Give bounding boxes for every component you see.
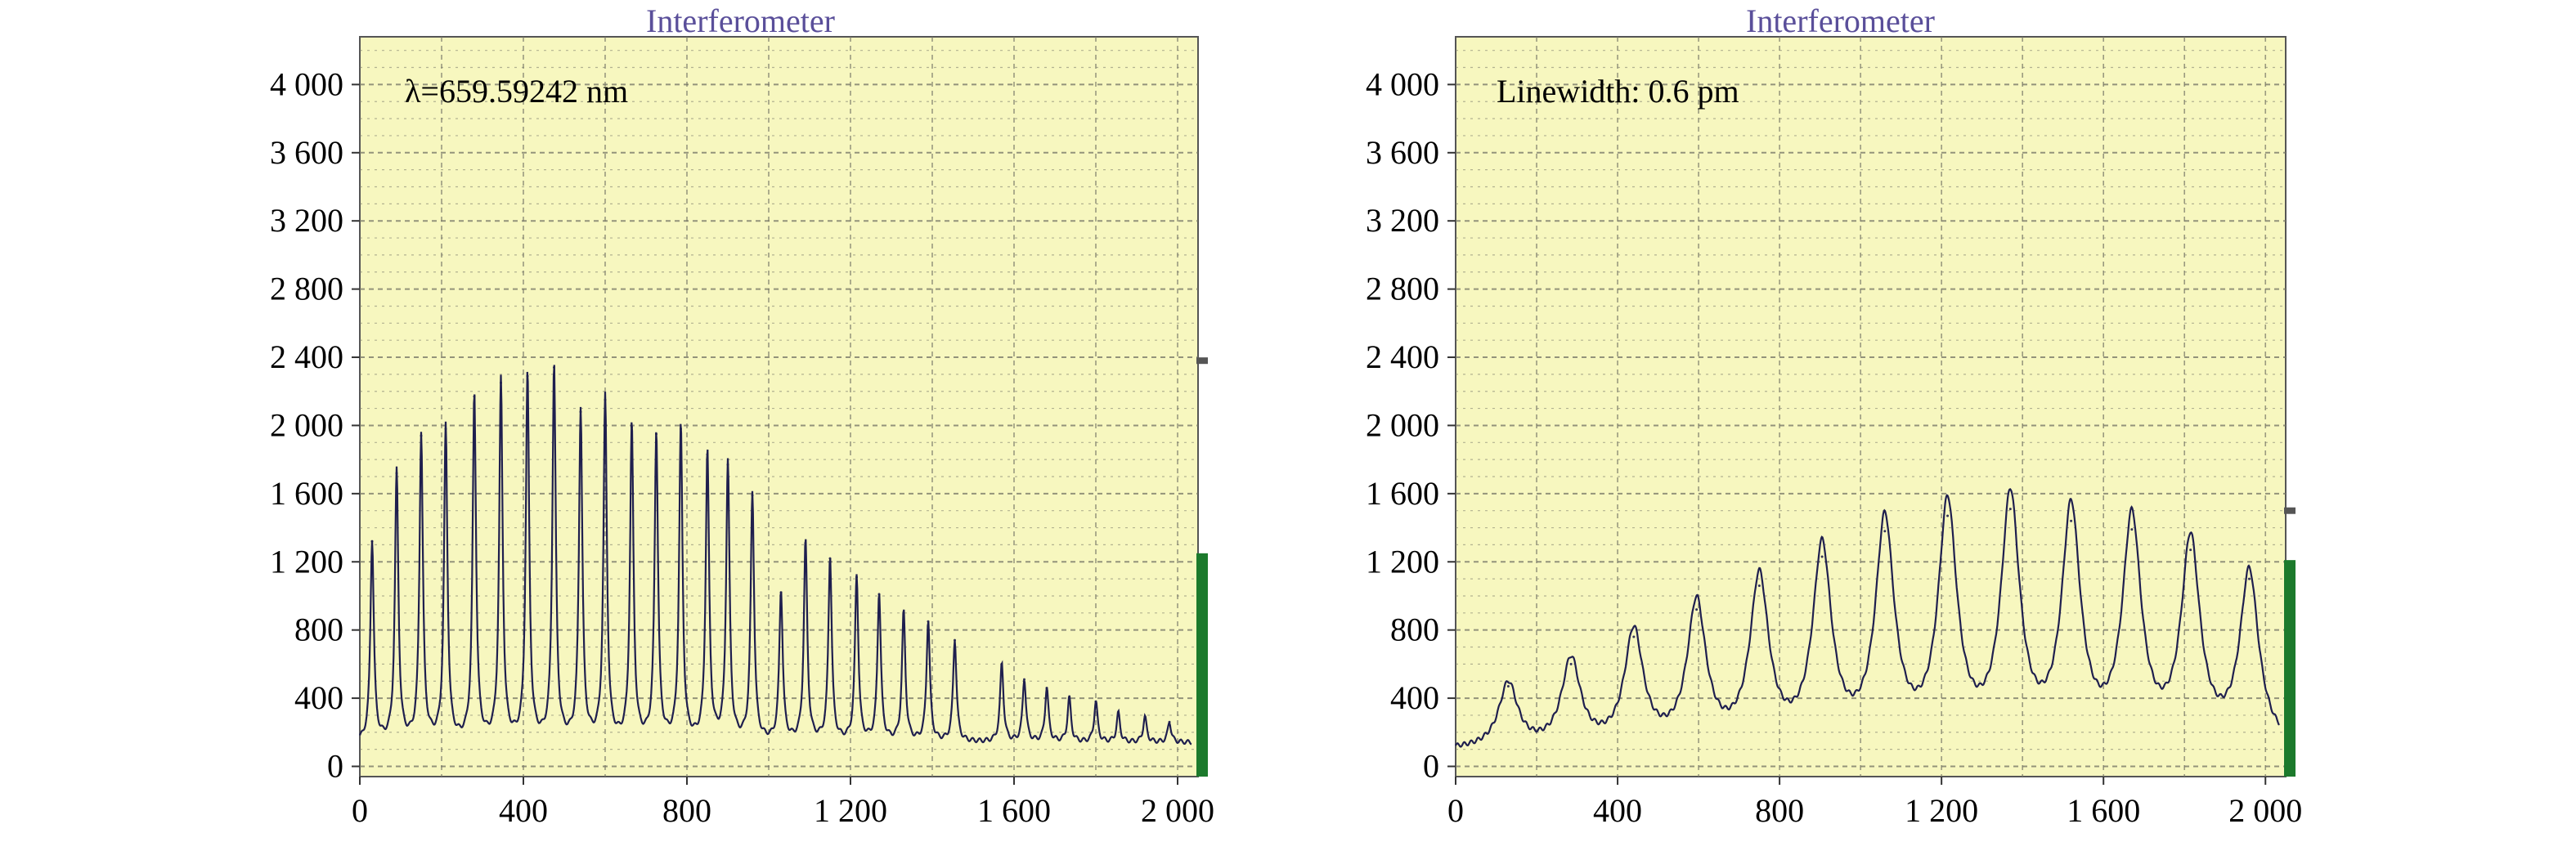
peak-point: [500, 381, 502, 384]
peak-point: [526, 374, 529, 378]
peak-point: [1117, 712, 1120, 715]
y-tick-label: 2 800: [270, 271, 343, 307]
peak-point: [954, 638, 956, 642]
peak-point: [395, 472, 398, 475]
x-tick-label: 400: [499, 792, 548, 829]
peak-point: [420, 434, 423, 437]
chart-panel-right: Interferometer 0 400 800 1 200 1 600 2 000 2 4…: [1288, 0, 2576, 842]
level-bar: [2284, 560, 2296, 777]
peak-point: [927, 620, 930, 623]
level-bar: [1196, 553, 1208, 777]
peak-point: [444, 428, 447, 431]
y-tick-label: 400: [1390, 679, 1439, 716]
peak-point: [1632, 635, 1636, 638]
x-tick-label: 1 600: [2067, 792, 2140, 829]
y-tick-label: 800: [1390, 611, 1439, 648]
peak-point: [1506, 684, 1510, 687]
y-tick-label: 3 200: [1366, 202, 1439, 239]
peak-point: [902, 611, 905, 615]
peak-point: [631, 426, 633, 429]
peak-point: [1023, 678, 1025, 681]
peak-point: [2008, 508, 2012, 511]
x-tick-label: 1 600: [977, 792, 1051, 829]
y-tick-label: 3 600: [270, 134, 343, 171]
peak-point: [1569, 662, 1573, 665]
y-tick-label: 4 000: [1366, 65, 1439, 102]
x-tick-label: 2 000: [1141, 792, 1214, 829]
line-chart: 0 400 800 1 200 1 600 2 000 2 400 2 800 3 200 3 6…: [1366, 36, 2302, 829]
peak-point: [2130, 528, 2134, 531]
peak-point: [726, 463, 729, 466]
peak-point: [751, 494, 754, 497]
peak-point: [2070, 519, 2073, 522]
peak-point: [855, 576, 858, 579]
y-tick-label: 1 600: [1366, 475, 1439, 512]
x-tick-label: 1 200: [814, 792, 887, 829]
peak-point: [828, 557, 832, 560]
peak-point: [1883, 530, 1887, 533]
y-tick-label: 3 600: [1366, 134, 1439, 171]
plot-area: [1455, 36, 2287, 777]
chart-title: Interferometer: [1746, 2, 1935, 39]
peak-point: [1946, 514, 1950, 517]
y-tick-label: 400: [294, 679, 343, 716]
peak-point: [579, 410, 582, 414]
peak-point: [2189, 549, 2192, 552]
x-tick-label: 400: [1593, 792, 1642, 829]
y-tick-label: 0: [327, 747, 343, 784]
chart-panel-left: Interferometer 0 400 800 1 200 1 600 2 000 2 4…: [270, 2, 1214, 829]
peak-point: [706, 453, 709, 456]
x-tick-label: 0: [352, 792, 368, 829]
peak-point: [1094, 700, 1097, 703]
level-marker: [2284, 507, 2296, 514]
peak-point: [2247, 577, 2251, 580]
y-tick-label: 2 000: [1366, 406, 1439, 443]
peak-point: [779, 591, 783, 594]
y-tick-label: 2 000: [270, 406, 343, 443]
peak-point: [804, 541, 807, 544]
peak-point: [473, 395, 476, 398]
y-tick-label: 1 200: [1366, 543, 1439, 580]
signal-line: [1455, 488, 2280, 748]
y-tick-label: 2 400: [1366, 338, 1439, 375]
annotation-label: λ=659.59242 nm: [405, 73, 628, 110]
x-tick-label: 0: [1447, 792, 1464, 829]
y-tick-label: 2 800: [1366, 271, 1439, 307]
peak-point: [370, 540, 374, 543]
x-tick-label: 800: [662, 792, 711, 829]
y-tick-label: 0: [1423, 747, 1439, 784]
peak-point: [1000, 662, 1003, 665]
peak-point: [1168, 720, 1171, 723]
annotation-label: Linewidth: 0.6 pm: [1497, 73, 1739, 110]
y-tick-label: 800: [294, 611, 343, 648]
level-marker: [1196, 357, 1208, 365]
peak-point: [1820, 555, 1824, 558]
y-tick-label: 1 600: [270, 475, 343, 512]
peak-point: [1695, 608, 1699, 611]
signal-line: [358, 365, 1192, 746]
peak-point: [1757, 584, 1761, 587]
x-tick-label: 1 200: [1905, 792, 1978, 829]
peak-point: [553, 366, 555, 369]
peak-point: [1143, 715, 1147, 719]
peak-point: [680, 428, 682, 431]
peak-point: [655, 432, 657, 436]
line-chart: 0 400 800 1 200 1 600 2 000 2 400 2 800 3 200 3 6…: [270, 36, 1214, 829]
x-tick-label: 2 000: [2228, 792, 2302, 829]
y-tick-label: 1 200: [270, 543, 343, 580]
chart-title: Interferometer: [646, 2, 835, 39]
peak-point: [604, 398, 607, 401]
y-tick-label: 3 200: [270, 202, 343, 239]
x-tick-label: 800: [1755, 792, 1804, 829]
peak-point: [1045, 687, 1048, 690]
y-tick-label: 4 000: [270, 65, 343, 102]
peak-point: [877, 593, 881, 596]
y-tick-label: 2 400: [270, 338, 343, 375]
peak-point: [1068, 696, 1070, 700]
